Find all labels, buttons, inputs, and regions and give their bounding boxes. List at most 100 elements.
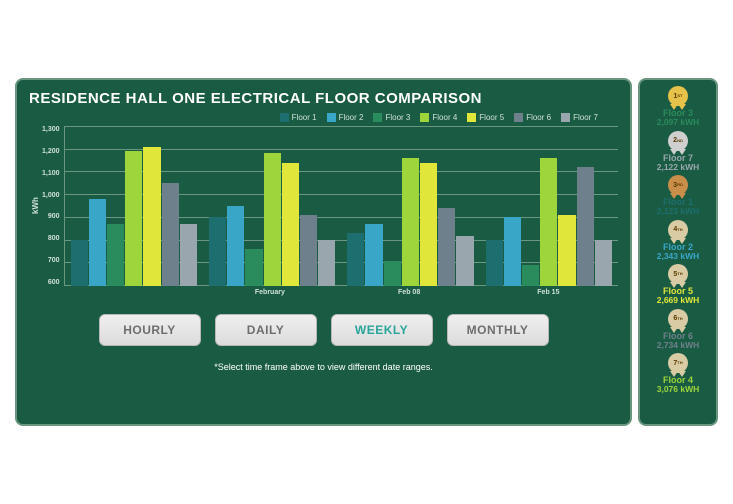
ribbon-icon: 5TH [667,264,689,286]
legend-item[interactable]: Floor 1 [280,113,317,122]
ranking-value: 2,097 kWH [657,118,700,127]
chart-plot [64,126,618,286]
ranking-item: 2NDFloor 72,122 kWH [657,131,700,172]
bar[interactable] [71,240,88,286]
ranking-item: 3RDFloor 12,123 kWH [657,175,700,216]
ranking-value: 2,734 kWH [657,341,700,350]
ranking-value: 2,669 kWH [657,296,700,305]
legend-swatch [280,113,289,122]
ribbon-icon: 7TH [667,353,689,375]
x-tick-label [61,286,200,296]
ranking-value: 3,076 kWH [657,385,700,394]
bar[interactable] [318,240,335,286]
bar[interactable] [504,217,521,286]
chart-legend: Floor 1 Floor 2 Floor 3 Floor 4 Floor 5 Floor… [29,113,618,122]
bar[interactable] [245,249,262,286]
hint-text: *Select time frame above to view differe… [29,362,618,372]
ribbon-icon: 4TH [667,220,689,242]
legend-item[interactable]: Floor 6 [514,113,551,122]
bar-group [203,126,341,286]
timeframe-button-weekly[interactable]: WEEKLY [331,314,433,346]
bar[interactable] [347,233,364,286]
main-panel: RESIDENCE HALL ONE ELECTRICAL FLOOR COMP… [15,78,632,426]
y-tick: 600 [42,279,60,286]
ranking-item: 4THFloor 22,343 kWH [657,220,700,261]
y-tick: 700 [42,257,60,264]
legend-label: Floor 7 [573,113,598,122]
legend-swatch [420,113,429,122]
bar[interactable] [402,158,419,286]
ranking-value: 2,123 kWH [657,207,700,216]
y-tick: 900 [42,213,60,220]
bar-group [65,126,203,286]
bar[interactable] [456,236,473,286]
y-axis-ticks: 1,300 1,200 1,100 1,000 900 800 700 600 [42,126,64,286]
bar[interactable] [522,265,539,286]
legend-label: Floor 2 [339,113,364,122]
bar[interactable] [89,199,106,286]
ribbon-icon: 6TH [667,309,689,331]
x-tick-label: February [200,286,339,296]
legend-item[interactable]: Floor 7 [561,113,598,122]
bar[interactable] [107,224,124,286]
ranking-value: 2,343 kWH [657,252,700,261]
rankings-panel: 1STFloor 32,097 kWH2NDFloor 72,122 kWH3R… [638,78,718,426]
timeframe-button-daily[interactable]: DAILY [215,314,317,346]
ranking-item: 5THFloor 52,669 kWH [657,264,700,305]
ranking-item: 7THFloor 43,076 kWH [657,353,700,394]
bar[interactable] [420,163,437,286]
legend-item[interactable]: Floor 4 [420,113,457,122]
ribbon-icon: 3RD [667,175,689,197]
bar[interactable] [282,163,299,286]
bar[interactable] [125,151,142,286]
timeframe-button-hourly[interactable]: HOURLY [99,314,201,346]
bar-group [341,126,479,286]
y-tick: 1,200 [42,148,60,155]
legend-label: Floor 4 [432,113,457,122]
bar[interactable] [384,261,401,286]
bar[interactable] [264,153,281,286]
ribbon-icon: 1ST [667,86,689,108]
bar[interactable] [595,240,612,286]
bar-group [480,126,618,286]
dashboard-container: RESIDENCE HALL ONE ELECTRICAL FLOOR COMP… [15,78,718,426]
legend-swatch [327,113,336,122]
x-tick-label: Feb 08 [340,286,479,296]
timeframe-button-monthly[interactable]: MONTHLY [447,314,549,346]
legend-label: Floor 5 [479,113,504,122]
bar[interactable] [558,215,575,286]
ranking-item: 6THFloor 62,734 kWH [657,309,700,350]
ranking-item: 1STFloor 32,097 kWH [657,86,700,127]
bar[interactable] [180,224,197,286]
bar[interactable] [227,206,244,286]
legend-swatch [561,113,570,122]
y-tick: 1,000 [42,192,60,199]
bar[interactable] [162,183,179,286]
legend-label: Floor 6 [526,113,551,122]
legend-item[interactable]: Floor 2 [327,113,364,122]
legend-item[interactable]: Floor 3 [373,113,410,122]
bar[interactable] [365,224,382,286]
ribbon-icon: 2ND [667,131,689,153]
y-tick: 800 [42,235,60,242]
legend-swatch [467,113,476,122]
legend-label: Floor 3 [385,113,410,122]
ranking-value: 2,122 kWH [657,163,700,172]
x-axis-labels: FebruaryFeb 08Feb 15 [61,286,618,296]
legend-label: Floor 1 [292,113,317,122]
bar[interactable] [577,167,594,286]
bar[interactable] [486,240,503,286]
x-tick-label: Feb 15 [479,286,618,296]
bar[interactable] [438,208,455,286]
y-axis-label: kWh [29,126,42,286]
chart: kWh 1,300 1,200 1,100 1,000 900 800 700 600 [29,126,618,286]
bar[interactable] [300,215,317,286]
legend-swatch [514,113,523,122]
y-tick: 1,100 [42,170,60,177]
bar[interactable] [143,147,160,286]
page-title: RESIDENCE HALL ONE ELECTRICAL FLOOR COMP… [29,90,618,107]
legend-item[interactable]: Floor 5 [467,113,504,122]
bar[interactable] [540,158,557,286]
y-tick: 1,300 [42,126,60,133]
bar[interactable] [209,217,226,286]
